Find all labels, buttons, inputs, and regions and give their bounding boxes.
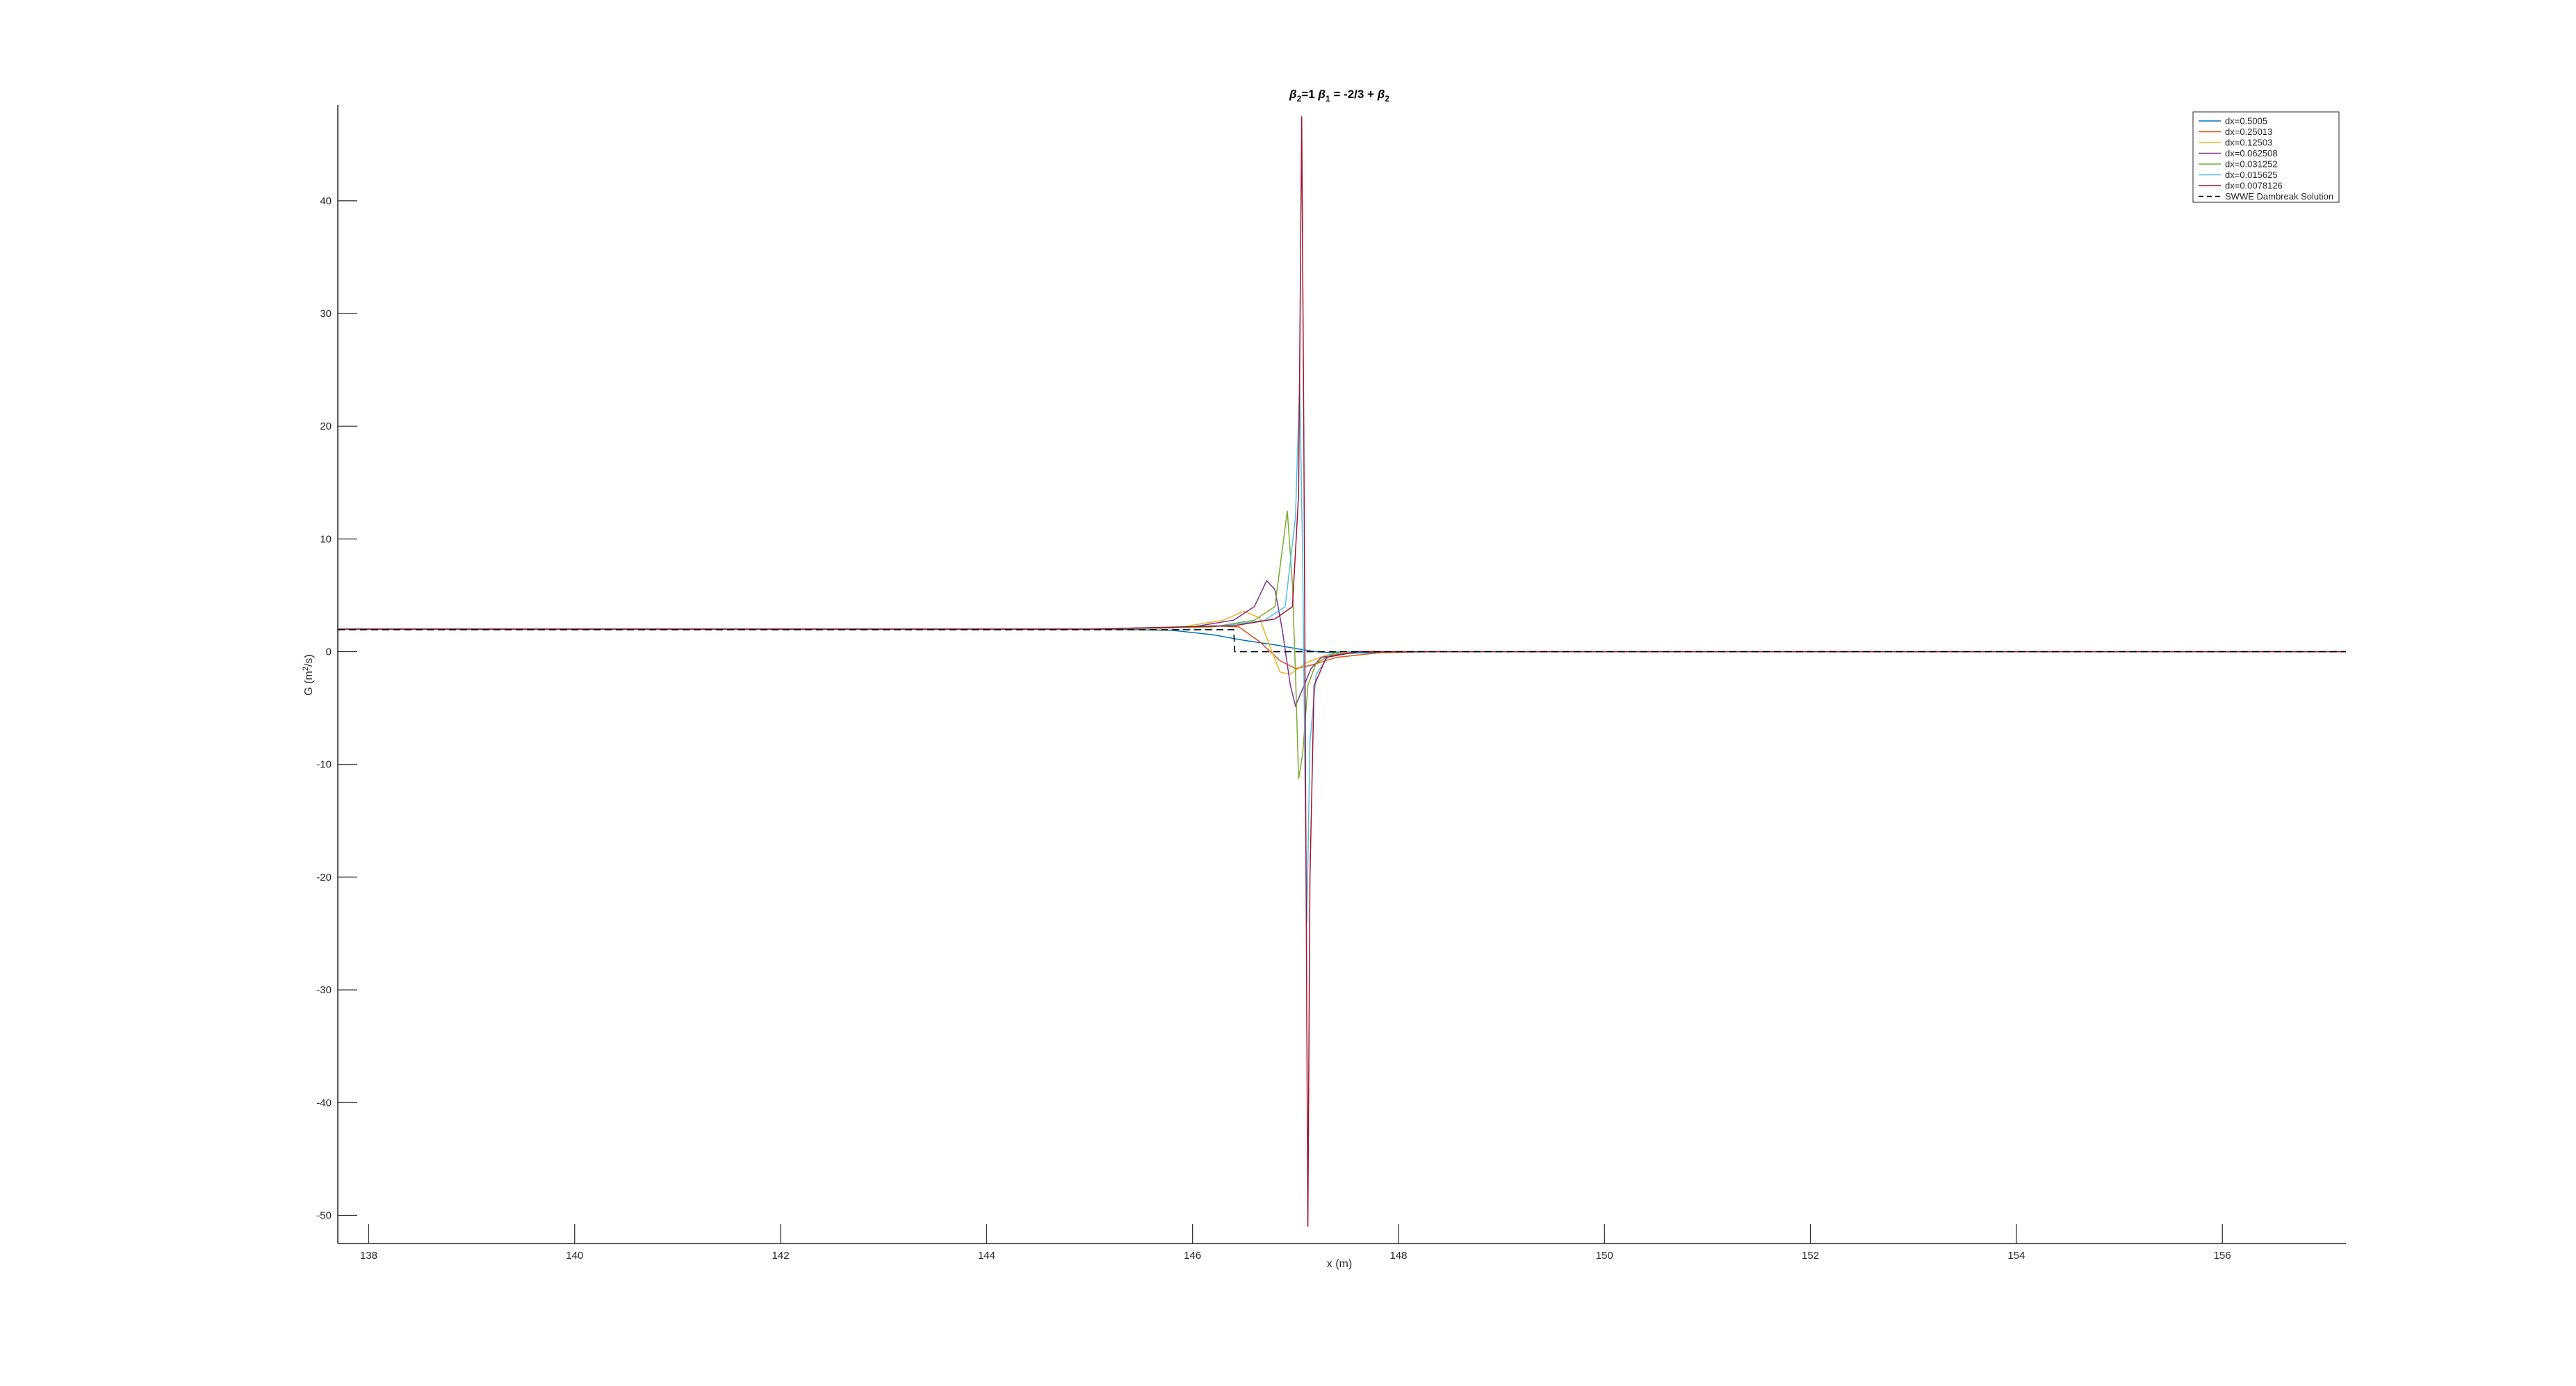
x-axis-label: x (m) <box>1327 1258 1352 1270</box>
legend-label-2: dx=0.25013 <box>2225 127 2272 137</box>
chart-title: β2=1 β1 = -2/3 + β2 <box>1289 88 1389 104</box>
ticks: 138 140 142 144 146 148 150 152 154 156 -50 -40 -30 -… <box>316 195 2231 1262</box>
y-tick-label: 30 <box>320 308 332 320</box>
y-tick-label: -40 <box>316 1097 332 1109</box>
x-tick-label: 146 <box>1184 1250 1201 1262</box>
x-tick-label: 150 <box>1596 1250 1613 1262</box>
y-tick-label: 0 <box>326 646 332 658</box>
legend-label-4: dx=0.062508 <box>2225 148 2278 158</box>
series-line-7 <box>338 116 2346 1227</box>
x-tick-label: 140 <box>566 1250 583 1262</box>
legend-label-6: dx=0.015625 <box>2225 170 2278 180</box>
legend: dx=0.5005dx=0.25013dx=0.12503dx=0.062508… <box>2192 111 2340 203</box>
y-tick-label: -50 <box>316 1209 332 1221</box>
legend-box <box>2192 111 2340 203</box>
x-tick-label: 138 <box>360 1250 377 1262</box>
legend-label-1: dx=0.5005 <box>2225 116 2267 127</box>
x-tick-label: 156 <box>2214 1250 2231 1262</box>
legend-label-8: SWWE Dambreak Solution <box>2225 191 2333 202</box>
x-tick-label: 154 <box>2007 1250 2025 1262</box>
series-line-4 <box>338 580 2346 708</box>
series-line-6 <box>338 381 2346 922</box>
legend-label-3: dx=0.12503 <box>2225 138 2272 148</box>
y-tick-label: 20 <box>320 421 332 432</box>
y-tick-label: -30 <box>316 984 332 996</box>
x-tick-label: 142 <box>772 1250 790 1262</box>
y-tick-label: -10 <box>316 759 332 771</box>
legend-label-5: dx=0.031252 <box>2225 159 2278 170</box>
x-tick-label: 148 <box>1389 1250 1407 1262</box>
y-axis-label: G (m2/s) <box>302 654 315 695</box>
series-line-8 <box>338 629 2346 653</box>
x-tick-label: 152 <box>1802 1250 1819 1262</box>
y-tick-label: 40 <box>320 195 332 207</box>
axes <box>337 105 2346 1244</box>
legend-label-7: dx=0.0078126 <box>2225 181 2283 191</box>
plot-series <box>338 116 2346 1227</box>
y-tick-label: -20 <box>316 872 332 883</box>
y-tick-label: 10 <box>320 533 332 545</box>
x-tick-label: 144 <box>978 1250 995 1262</box>
